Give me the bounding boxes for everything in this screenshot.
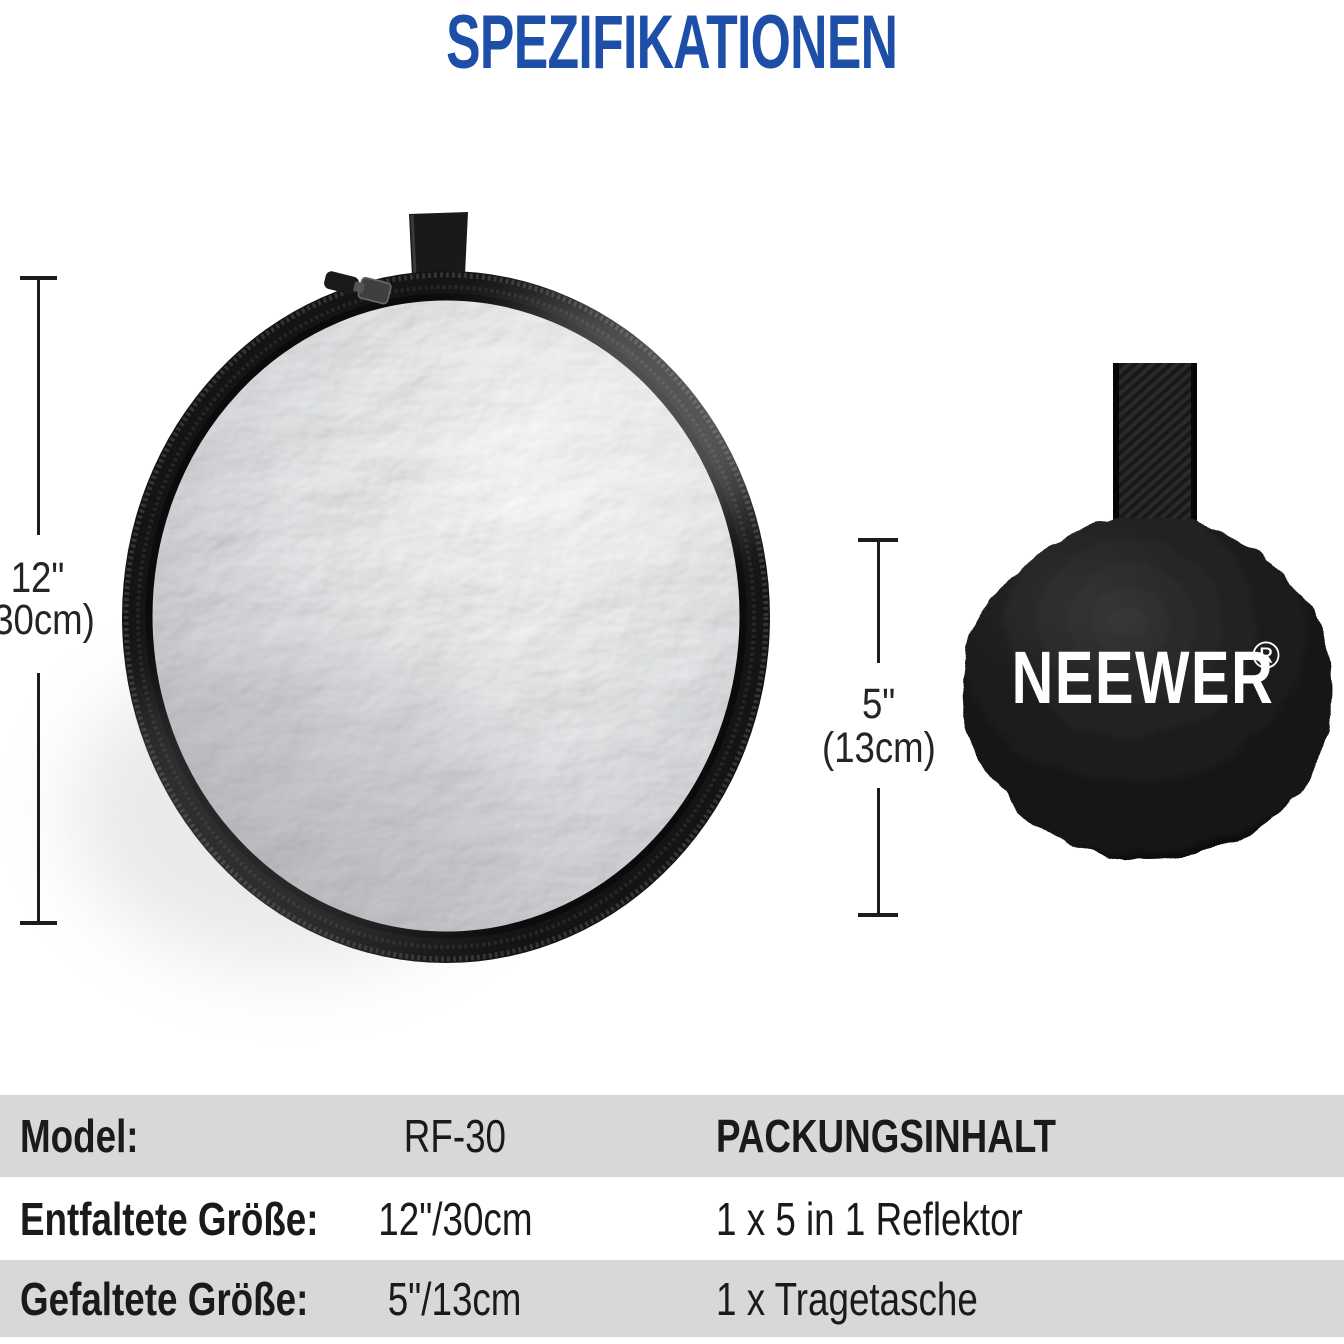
page-title: SPEZIFIKATIONEN — [0, 0, 1344, 86]
row-right-column: PACKUNGSINHALT — [716, 1110, 1057, 1162]
bag-strap-edge-right — [1191, 363, 1197, 521]
dim-line-lower — [877, 788, 880, 915]
bag-logo: NEEWER — [1012, 637, 1275, 720]
reflector-inner-ring — [145, 293, 747, 939]
row-label: Model: — [20, 1110, 139, 1162]
row-label: Gefaltete Größe: — [20, 1272, 309, 1325]
row-value: 5"/13cm — [388, 1272, 522, 1325]
carry-bag-image: NEEWER ® — [963, 363, 1335, 860]
reflector-zipper-teeth-inner — [136, 285, 756, 949]
row-value: RF-30 — [403, 1110, 507, 1162]
reflector-highlight — [450, 290, 790, 550]
row-right-column: 1 x Tragetasche — [716, 1272, 978, 1325]
reflector-dim-cm: (30cm) — [0, 596, 95, 644]
registered-trademark: ® — [1252, 635, 1280, 677]
dim-line-lower — [37, 673, 40, 921]
spec-table: Model: RF-30 PACKUNGSINHALT Entfaltete G… — [0, 1095, 1344, 1344]
bag-dim-inches: 5" — [862, 680, 896, 728]
reflector-zipper-teeth-outer — [123, 272, 769, 962]
reflector-image — [70, 212, 790, 970]
zipper-pull — [324, 271, 392, 305]
dim-cap-bottom — [858, 913, 898, 917]
dim-line-upper — [37, 276, 40, 535]
table-row: Gefaltete Größe: 5"/13cm 1 x Tragetasche — [0, 1260, 1344, 1337]
table-row: Entfaltete Größe: 12"/30cm 1 x 5 in 1 Re… — [0, 1177, 1344, 1260]
bag-strap — [1113, 363, 1197, 521]
bag-sheen — [995, 555, 1135, 645]
row-value: 12"/30cm — [377, 1192, 533, 1245]
table-row: Model: RF-30 PACKUNGSINHALT — [0, 1095, 1344, 1177]
reflector-shadow-tone — [70, 650, 510, 970]
dim-line-upper — [877, 538, 880, 663]
page-title-text: SPEZIFIKATIONEN — [446, 0, 898, 85]
bag-strap-edge-left — [1113, 363, 1119, 521]
dim-cap-bottom — [20, 921, 57, 925]
bag-dim-cm: (13cm) — [822, 724, 936, 772]
table-bottom-margin — [0, 1337, 1344, 1344]
row-right-column: 1 x 5 in 1 Reflektor — [716, 1192, 1023, 1245]
row-label: Entfaltete Größe: — [20, 1192, 319, 1245]
reflector-dim-inches: 12" — [11, 554, 65, 602]
